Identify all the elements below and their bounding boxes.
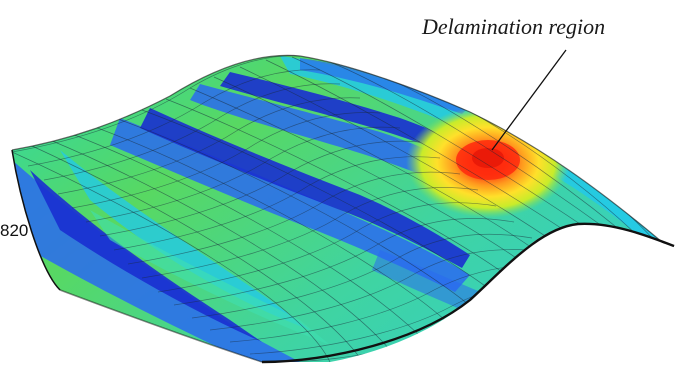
side-number: 820 [0, 221, 29, 240]
deformed-surface [11, 54, 675, 364]
delamination-label: Delamination region [422, 14, 606, 39]
callout-leader-line [491, 49, 567, 151]
